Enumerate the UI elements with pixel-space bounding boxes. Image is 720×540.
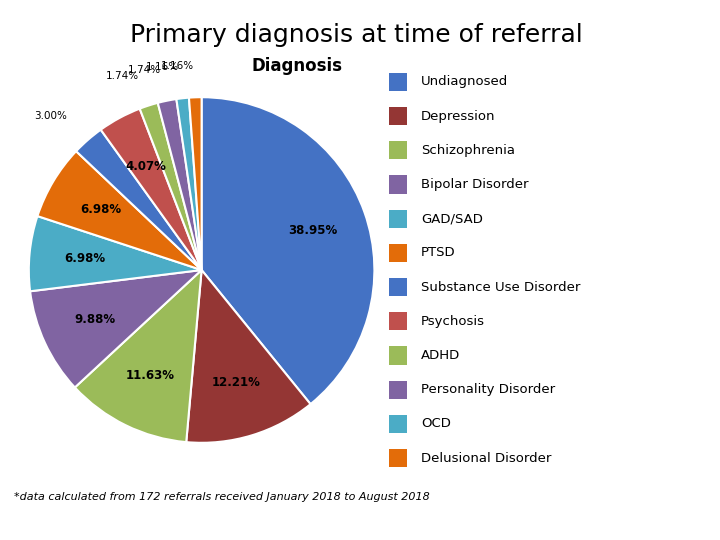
Text: 4.07%: 4.07% (125, 160, 166, 173)
Wedge shape (140, 103, 202, 270)
Text: 38.95%: 38.95% (288, 224, 337, 237)
Text: 1.74%: 1.74% (106, 71, 139, 81)
Text: 9.88%: 9.88% (74, 313, 116, 326)
Wedge shape (202, 97, 374, 404)
Text: NYGH.ON.CA: NYGH.ON.CA (527, 518, 636, 534)
Text: Bipolar Disorder: Bipolar Disorder (421, 178, 528, 191)
Wedge shape (37, 151, 202, 270)
Text: Personality Disorder: Personality Disorder (421, 383, 555, 396)
Text: Undiagnosed: Undiagnosed (421, 76, 508, 89)
Bar (389, 176, 407, 193)
Bar (389, 381, 407, 399)
Wedge shape (158, 99, 202, 270)
Text: 3.00%: 3.00% (35, 111, 68, 122)
Wedge shape (186, 270, 310, 443)
Bar (389, 244, 407, 262)
Text: ADHD: ADHD (421, 349, 461, 362)
Bar (389, 141, 407, 159)
Text: Primary diagnosis at time of referral: Primary diagnosis at time of referral (130, 23, 582, 47)
Bar (389, 449, 407, 467)
Wedge shape (75, 270, 202, 442)
Text: Diagnosis: Diagnosis (251, 57, 342, 75)
Text: PTSD: PTSD (421, 246, 456, 259)
Text: 6.98%: 6.98% (64, 252, 105, 265)
Bar (389, 415, 407, 433)
Text: 6.98%: 6.98% (80, 204, 121, 217)
Text: 11.63%: 11.63% (125, 369, 174, 382)
Text: 1.16%: 1.16% (161, 61, 194, 71)
Wedge shape (76, 130, 202, 270)
Wedge shape (29, 216, 202, 291)
Text: OCD: OCD (421, 417, 451, 430)
Text: 1.16%: 1.16% (146, 62, 179, 72)
Bar (389, 347, 407, 364)
Wedge shape (30, 270, 202, 388)
Text: Delusional Disorder: Delusional Disorder (421, 451, 552, 464)
Wedge shape (101, 109, 202, 270)
Text: 12.21%: 12.21% (212, 376, 261, 389)
Bar (389, 73, 407, 91)
Text: Substance Use Disorder: Substance Use Disorder (421, 281, 580, 294)
Bar (389, 278, 407, 296)
Bar (389, 312, 407, 330)
Text: 1.74%: 1.74% (127, 65, 161, 75)
Bar (389, 107, 407, 125)
Text: GAD/SAD: GAD/SAD (421, 212, 483, 225)
Text: Schizophrenia: Schizophrenia (421, 144, 516, 157)
Bar (389, 210, 407, 228)
Wedge shape (189, 97, 202, 270)
Wedge shape (176, 98, 202, 270)
Text: Depression: Depression (421, 110, 495, 123)
Text: *data calculated from 172 referrals received January 2018 to August 2018: *data calculated from 172 referrals rece… (14, 492, 430, 502)
Text: Psychosis: Psychosis (421, 315, 485, 328)
